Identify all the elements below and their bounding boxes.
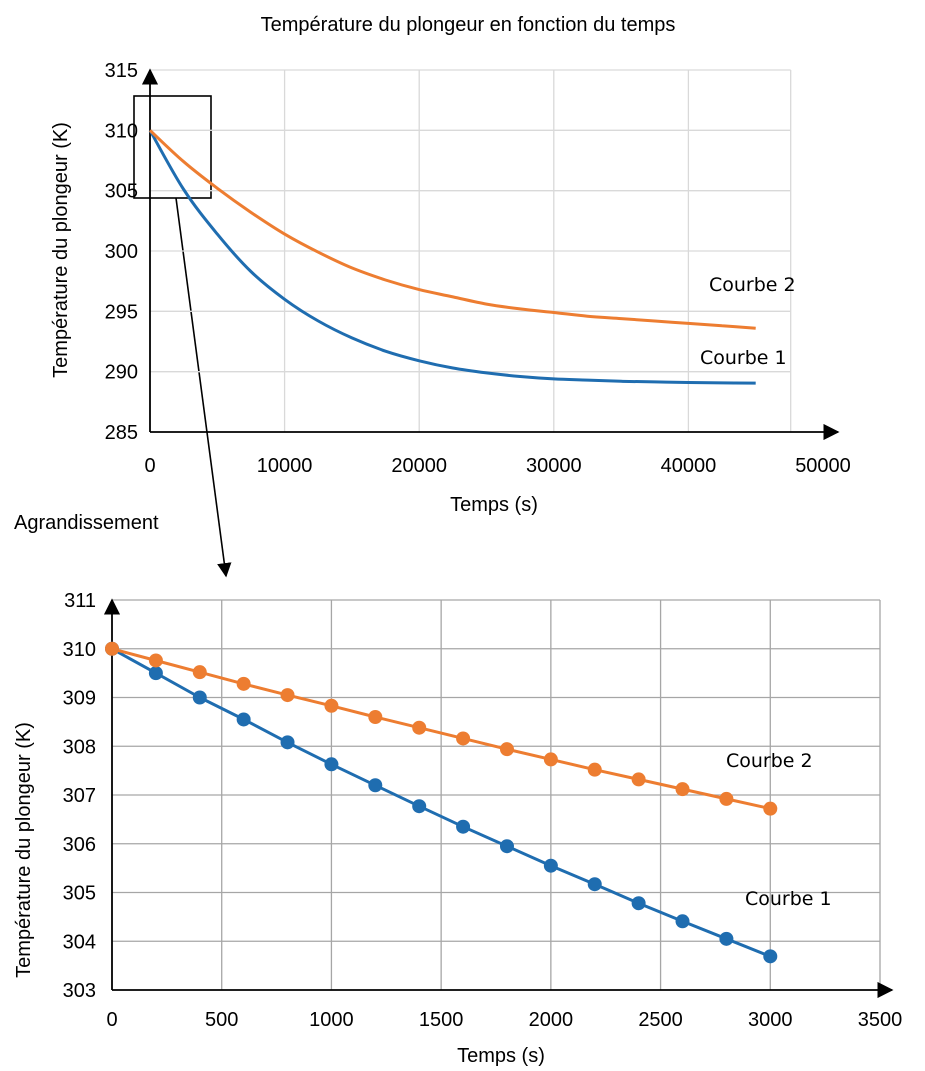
chart-2-y-tick-label: 305 <box>63 883 96 905</box>
chart-1-plot: 0 10000 20000 30000 40000 50000 285 290 295 300 30… <box>105 60 851 477</box>
chart-1-xlabel: Temps (s) <box>450 494 538 516</box>
chart-2-series-2-point <box>280 688 295 703</box>
chart-2-series-1-point <box>543 858 558 873</box>
chart-2-series-2-point <box>631 772 646 787</box>
chart-1-x-tick-label: 0 <box>144 455 155 477</box>
chart-1-y-tick-label: 310 <box>105 120 138 142</box>
chart-2-y-tick-label: 311 <box>64 590 96 612</box>
chart-2-series-label-2: Courbe 2 <box>726 750 813 772</box>
chart-2-series-2-point <box>675 782 690 797</box>
chart-2-series-2-point <box>456 731 471 746</box>
chart-1-x-tick-label: 40000 <box>661 455 717 477</box>
chart-1-y-tick-label: 305 <box>105 181 138 203</box>
chart-2-series-1-point <box>368 778 383 793</box>
chart-2-x-tick-label: 2000 <box>529 1009 574 1031</box>
zoom-box <box>133 95 212 199</box>
chart-2-series-2-point <box>324 698 339 713</box>
chart-2-series-label-1: Courbe 1 <box>745 888 832 910</box>
chart-2-series-1-point <box>192 690 207 705</box>
zoom-annotation-label: Agrandissement <box>14 512 159 534</box>
chart-2-y-tick-label: 307 <box>63 785 96 807</box>
chart-1-series-label-2: Courbe 2 <box>709 274 796 296</box>
chart-2-x-tick-label: 2500 <box>638 1009 683 1031</box>
chart-2-x-tick-label: 0 <box>106 1009 117 1031</box>
chart-2-series-1-point <box>719 931 734 946</box>
chart-2-x-tick-label: 3500 <box>858 1009 903 1031</box>
chart-2-series-2-point <box>105 641 119 656</box>
chart-2-series-1-point <box>456 819 471 834</box>
chart-2-series-2-point <box>192 665 207 680</box>
chart-2-plot: 0 500 1000 1500 2000 2500 3000 3500 303 304 305 306… <box>63 590 903 1031</box>
chart-2-grid <box>112 599 881 990</box>
chart-2-series-2-point <box>412 720 427 735</box>
chart-2-y-tick-label: 309 <box>63 688 96 710</box>
chart-2-x-tick-label: 1500 <box>419 1009 464 1031</box>
chart-1-y-tick-label: 300 <box>105 241 138 263</box>
chart-1-x-tick-label: 20000 <box>391 455 447 477</box>
chart-1-ylabel: Température du plongeur (K) <box>50 122 72 378</box>
chart-1-grid <box>150 69 792 432</box>
chart-2-series-1-point <box>236 712 251 727</box>
chart-2-series-1-point <box>763 949 778 964</box>
chart-2-x-tick-label: 500 <box>205 1009 238 1031</box>
chart-1-y-tick-label: 315 <box>105 60 138 82</box>
chart-1-x-tick-label: 30000 <box>526 455 582 477</box>
chart-1-y-tick-label: 285 <box>105 422 138 444</box>
zoom-arrow <box>175 197 232 578</box>
chart-1-x-tick-label: 50000 <box>795 455 851 477</box>
chart-2-series-2-point <box>587 762 602 777</box>
chart-2-y-tick-label: 303 <box>63 980 96 1002</box>
chart-2-series-2-point <box>763 801 778 816</box>
chart-1-series-line-1 <box>148 129 756 385</box>
chart-2-series-2-point <box>719 791 734 806</box>
chart-2-series-1-point <box>412 799 427 814</box>
chart-2-series-2-point <box>148 653 163 668</box>
chart-2-series-2-point <box>499 742 514 757</box>
chart-2-series-1-point <box>280 735 295 750</box>
chart-2-series-1-point <box>324 757 339 772</box>
chart-2-y-tick-label: 310 <box>63 639 96 661</box>
chart-2-series-2-point <box>543 752 558 767</box>
chart-2-x-tick-label: 1000 <box>309 1009 354 1031</box>
chart-2-ylabel: Température du plongeur (K) <box>13 722 35 978</box>
chart-2-series-1-point <box>587 877 602 892</box>
chart-1-y-tick-label: 295 <box>105 301 138 323</box>
chart-2-series-1-point <box>631 896 646 911</box>
chart-2-y-tick-label: 308 <box>63 736 96 758</box>
chart-2-series-line-2 <box>111 647 771 811</box>
chart-2-xlabel: Temps (s) <box>457 1045 545 1067</box>
chart-2-series-2-point <box>236 676 251 691</box>
chart-2-series-1-point <box>499 839 514 854</box>
chart-1-series-label-1: Courbe 1 <box>700 347 787 369</box>
chart-2-series-2-point <box>368 710 383 724</box>
chart-2-y-tick-label: 304 <box>63 931 96 953</box>
chart-2-x-tick-label: 3000 <box>748 1009 793 1031</box>
chart-1-title: Température du plongeur en fonction du t… <box>261 14 676 36</box>
chart-1-y-tick-label: 290 <box>105 362 138 384</box>
chart-2-series-1-point <box>148 666 163 681</box>
chart-1-series-line-2 <box>148 129 756 330</box>
chart-2-y-tick-label: 306 <box>63 834 96 856</box>
chart-2-series-1-point <box>675 914 690 929</box>
chart-2-series-line-1 <box>111 647 771 958</box>
chart-1-x-tick-label: 10000 <box>257 455 313 477</box>
